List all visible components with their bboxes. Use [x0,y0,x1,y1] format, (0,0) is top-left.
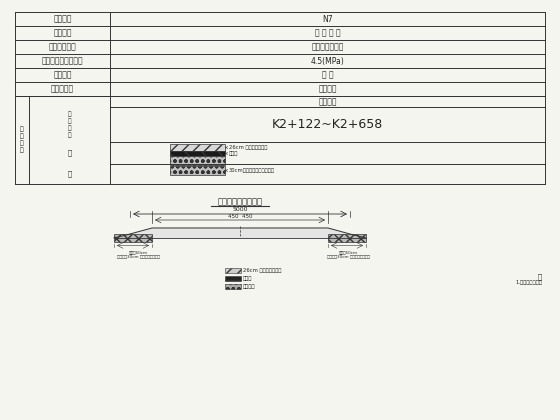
Text: K2+122~K2+658: K2+122~K2+658 [272,118,383,131]
Bar [170,151,225,156]
Text: 水泥标号强度标准值: 水泥标号强度标准值 [41,57,83,66]
Text: 层: 层 [67,150,72,156]
Text: 26cm 水泥混凝土路面: 26cm 水泥混凝土路面 [226,145,267,150]
Text: 石灰土: 石灰土 [226,151,239,156]
Text: 结构形式: 结构形式 [318,97,337,106]
Bar [225,276,241,281]
Bar [170,166,225,175]
Text: 基基床类型: 基基床类型 [51,84,74,94]
Bar [114,234,152,242]
Text: 30cm级配碎石垫层稳定砂砂: 30cm级配碎石垫层稳定砂砂 [226,168,275,173]
Text: 450  450: 450 450 [228,214,252,219]
Text: 注: 注 [538,273,542,280]
Text: 道路区域: 道路区域 [53,15,72,24]
Text: 路肩兦60cm
公路路基30cm 级配碎石稳定砂砂: 路肩兦60cm 公路路基30cm 级配碎石稳定砂砂 [116,250,160,259]
Bar [170,144,225,151]
Bar [170,156,225,165]
Text: 老路局部回填横断面: 老路局部回填横断面 [217,197,263,207]
Text: 水泥混凝土路面: 水泥混凝土路面 [311,42,344,52]
Bar [225,284,241,289]
Text: N7: N7 [322,15,333,24]
Text: 桩
号
范
围: 桩 号 范 围 [20,127,24,153]
Polygon shape [114,228,366,238]
Text: 1.桦号范围为标注: 1.桦号范围为标注 [515,280,542,285]
Text: 设计年限: 设计年限 [53,71,72,79]
Bar [225,268,241,273]
Bar [328,234,366,242]
Text: 面层路面类型: 面层路面类型 [49,42,76,52]
Text: 道路等级: 道路等级 [53,29,72,37]
Text: 26cm 水泥混凝土路面: 26cm 水泥混凝土路面 [243,268,281,273]
Text: 石灰土: 石灰土 [243,276,253,281]
Text: 路肩兦60cm
公路路基30cm 级配碎石稳定砂砂: 路肩兦60cm 公路路基30cm 级配碎石稳定砂砂 [326,250,370,259]
Text: 普 通: 普 通 [321,71,333,79]
Text: 4.5(MPa): 4.5(MPa) [311,57,344,66]
Text: 普通类型: 普通类型 [318,84,337,94]
Text: 级配砂砂: 级配砂砂 [243,284,255,289]
Text: 普 通 道 路: 普 通 道 路 [315,29,340,37]
Text: 桩
号
范
围: 桩 号 范 围 [68,111,71,138]
Text: 5000: 5000 [232,207,248,212]
Text: 次: 次 [67,171,72,177]
